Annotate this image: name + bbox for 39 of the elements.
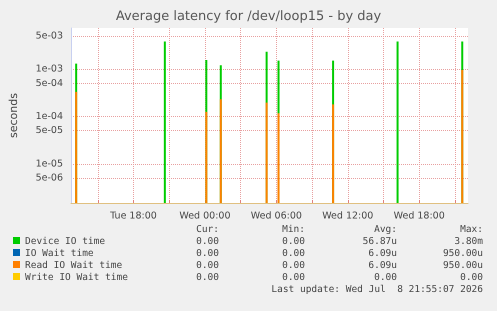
legend-label: IO Wait time (25, 248, 94, 259)
y-axis-title: seconds (7, 92, 20, 138)
x-tick-label: Wed 18:00 (394, 210, 445, 222)
y-tick-label: 5e-03 (36, 30, 63, 42)
text: Min: (282, 224, 305, 235)
legend-label: Read IO Wait time (25, 260, 122, 271)
text: 0.00 (282, 236, 305, 247)
x-tick-label: Wed 06:00 (250, 210, 302, 222)
text: 3.80m (454, 236, 483, 247)
legend-label: Write IO Wait time (25, 272, 128, 283)
x-tick-label: Wed 00:00 (179, 210, 230, 222)
text: 0.00 (460, 272, 483, 283)
text: Last update: Wed Jul 8 21:55:07 2026 (271, 284, 483, 295)
text: 950.00u (442, 260, 483, 271)
y-tick-label: 5e-06 (36, 172, 63, 184)
y-tick-label: 1e-05 (36, 158, 63, 170)
y-tick-label: 5e-05 (36, 125, 63, 136)
text: 0.00 (282, 260, 305, 271)
text: 0.00 (282, 272, 305, 283)
text: 6.09u (368, 248, 397, 259)
text: Cur: (196, 224, 219, 235)
text: Max: (460, 224, 483, 235)
text: 6.09u (368, 260, 397, 271)
x-tick-label: Wed 12:00 (322, 210, 374, 222)
text: 950.00u (442, 248, 483, 259)
text: 0.00 (282, 248, 305, 259)
y-tick-label: 1e-04 (36, 110, 63, 122)
text: 56.87u (362, 236, 397, 247)
legend-label: Device IO time (25, 236, 106, 247)
y-tick-label: 5e-04 (36, 78, 63, 89)
y-tick-label: 1e-03 (36, 63, 63, 74)
text: 0.00 (196, 272, 219, 283)
text: Avg: (374, 224, 397, 235)
text: 0.00 (196, 248, 219, 259)
text: 0.00 (196, 236, 219, 247)
chart-title: Average latency for /dev/loop15 - by day (116, 9, 382, 24)
text: 0.00 (374, 272, 397, 283)
text: 0.00 (196, 260, 219, 271)
x-tick-label: Tue 18:00 (109, 210, 157, 222)
